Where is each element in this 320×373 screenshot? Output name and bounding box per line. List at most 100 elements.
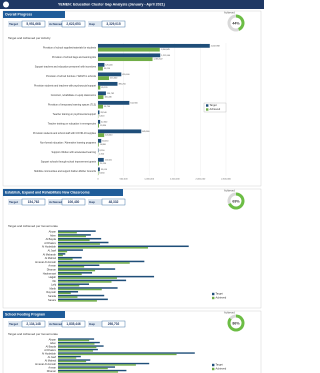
bar (98, 123, 100, 128)
category-label: Al Maharah (43, 252, 57, 256)
bar (98, 157, 104, 162)
bar-value-label: 8,460 (99, 173, 105, 175)
bar (58, 258, 73, 260)
bar (98, 43, 210, 48)
category-label: Aden (50, 341, 57, 345)
section-border (2, 310, 262, 373)
kpi-value: 154,762 (28, 200, 40, 204)
category-label: Al Mahwit (45, 358, 57, 362)
kpi-value-box (21, 20, 46, 28)
donut-segment (235, 14, 245, 31)
bar (58, 260, 145, 263)
kpi-value-box (101, 198, 126, 206)
bar (58, 341, 100, 344)
bar-value-label: 154,762 (107, 93, 115, 95)
bar-value-label: 120,540 (105, 135, 113, 137)
bar (58, 249, 83, 251)
bar (58, 239, 90, 241)
bar-value-label: 19,850 (100, 125, 107, 127)
donut-value-label: 86% (232, 321, 240, 325)
bar-value-label: 125,400 (105, 64, 113, 66)
bar (58, 256, 82, 259)
donut-title: Achieved (224, 11, 235, 15)
donut-segment (227, 314, 245, 332)
bar (58, 287, 118, 289)
legend-label: Target (216, 292, 223, 296)
bar (58, 264, 100, 266)
bar-value-label: 42,300 (101, 121, 108, 123)
bar (58, 353, 177, 356)
bar (58, 268, 116, 270)
bar (98, 53, 161, 58)
category-label: Teacher training on education in emergen… (48, 122, 97, 125)
bar-value-label: 14,880 (100, 144, 107, 146)
category-label: Al Bayda (46, 237, 57, 241)
bar (98, 62, 105, 67)
bar (98, 81, 118, 86)
category-label: Marib (50, 286, 57, 290)
bar (98, 57, 153, 62)
donut-segment (229, 314, 237, 320)
bar (58, 253, 66, 255)
category-label: Raymah (46, 290, 56, 294)
donut-title: Achieved (224, 189, 235, 193)
bar-value-label: 35,610 (101, 169, 108, 171)
bar (58, 281, 112, 283)
bar-value-label: 2,182,968 (211, 45, 221, 47)
legend-swatch (206, 108, 209, 111)
bar (58, 254, 63, 257)
bar (58, 343, 95, 345)
bar-value-label: 1,206,845 (161, 49, 171, 51)
bar (58, 357, 77, 359)
section-title-bar (3, 311, 65, 318)
bar (58, 294, 105, 297)
kpi-value: 106,430 (68, 200, 80, 204)
chart-title: Target and Achieved per Activity (8, 36, 51, 40)
bar (58, 350, 93, 352)
x-tick-label: 1,500,000 (170, 179, 181, 181)
category-label: Amanat Al Asimah (35, 260, 57, 264)
donut-value-label: 69% (232, 199, 240, 203)
kpi-label-box (88, 321, 102, 327)
dashboard: YEMEN: Education Cluster Gap Analysis (J… (0, 0, 264, 373)
legend-swatch (212, 363, 215, 367)
bar (98, 110, 100, 115)
bar (58, 364, 136, 366)
bar (58, 230, 96, 232)
kpi-value: 5,951,668 (26, 22, 40, 26)
category-label: Provision of temporary learning spaces (… (48, 103, 96, 106)
category-label: Amran (48, 365, 56, 369)
kpi-value: 2,622,653 (66, 22, 80, 26)
category-label: Support children with accelerated learni… (51, 151, 96, 154)
category-label: Al Bayda (46, 344, 57, 348)
kpi-value-box (21, 320, 46, 328)
bar-value-label: 215,300 (110, 78, 118, 80)
bar (98, 91, 106, 96)
section-title: Establish, Expand and Rehabilitate New C… (5, 191, 90, 195)
bar (58, 338, 95, 340)
section-border (2, 10, 262, 187)
section-title-bar (3, 11, 65, 18)
category-label: Provision students and school staff with… (33, 132, 97, 135)
kpi-label: Achieved (49, 322, 63, 326)
bar (58, 362, 150, 365)
bar (58, 266, 85, 268)
chart-title: Target and Achieved per Governorate (8, 332, 58, 336)
bar (58, 355, 81, 358)
bar (58, 367, 108, 370)
section-title-bar (3, 189, 123, 196)
legend-swatch (212, 296, 215, 300)
category-label: Al Jawf (48, 355, 57, 359)
kpi-label: Gap (89, 22, 95, 26)
bar (58, 339, 90, 342)
category-label: Support schools through school improveme… (41, 160, 97, 163)
category-label: Dhamar (47, 369, 56, 373)
kpi-value-box (61, 198, 86, 206)
bar-value-label: 45,120 (101, 87, 108, 89)
category-label: Support teachers and education personnel… (35, 65, 97, 68)
bar (98, 47, 160, 52)
bar (58, 300, 97, 302)
bar (58, 292, 71, 295)
bar (58, 272, 93, 274)
category-label: Lahj (51, 283, 56, 287)
